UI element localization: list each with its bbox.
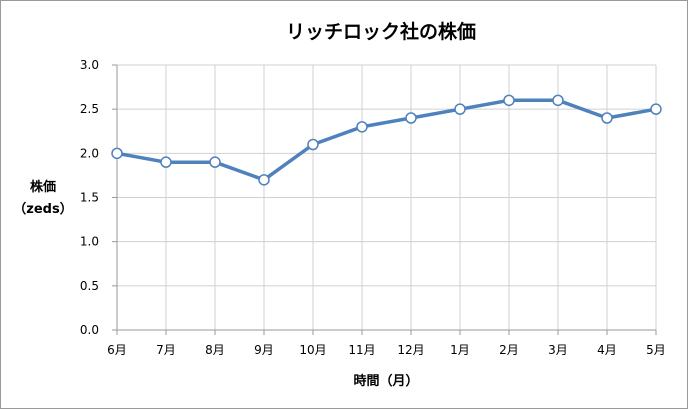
series-layer — [111, 94, 662, 186]
x-tick-label: 6月 — [107, 343, 127, 357]
x-tick-label: 8月 — [205, 343, 225, 357]
y-tick-label: 2.0 — [80, 146, 99, 160]
x-tick-label: 3月 — [548, 343, 568, 357]
data-point-marker — [454, 103, 466, 115]
x-tick-label: 5月 — [646, 343, 666, 357]
chart-title: リッチロック社の株価 — [286, 20, 476, 43]
data-point-marker — [307, 138, 319, 151]
axis-layer — [112, 64, 657, 335]
x-tick-label: 9月 — [254, 343, 274, 357]
y-tick-label: 0.0 — [80, 323, 99, 337]
y-tick-label: 0.5 — [80, 279, 99, 293]
data-point-marker — [356, 121, 368, 133]
data-point-marker — [552, 94, 564, 107]
x-tick-label: 7月 — [156, 343, 176, 357]
y-tick-label: 2.5 — [80, 102, 99, 116]
x-tick-label: 4月 — [597, 343, 617, 357]
data-point-marker — [111, 147, 123, 160]
data-point-marker — [601, 112, 613, 124]
x-tick-label: 11月 — [348, 343, 375, 357]
data-point-marker — [160, 156, 172, 168]
tick-layer: 0.0 0.5 1.0 1.5 2.0 2.5 3.0 6月 7月 8月 9月 10月 11月 12月 1月… — [80, 58, 666, 357]
y-axis-label-line-1: 株価 — [30, 179, 56, 195]
grid-layer — [116, 64, 657, 331]
data-point-marker — [503, 94, 515, 107]
data-point-marker — [405, 112, 417, 124]
x-tick-label: 10月 — [299, 343, 326, 357]
y-axis-label-line-2: （zeds） — [13, 201, 72, 217]
data-point-marker — [650, 103, 662, 115]
x-tick-label: 12月 — [397, 343, 424, 357]
series-line — [115, 98, 658, 182]
y-tick-label: 1.5 — [80, 191, 99, 205]
x-axis-label: 時間（月） — [353, 373, 418, 389]
data-point-marker — [209, 156, 221, 168]
x-tick-label: 1月 — [450, 343, 470, 357]
x-tick-label: 2月 — [499, 343, 519, 357]
data-point-marker — [258, 174, 270, 186]
y-tick-label: 3.0 — [80, 58, 99, 72]
y-tick-label: 1.0 — [80, 235, 99, 249]
